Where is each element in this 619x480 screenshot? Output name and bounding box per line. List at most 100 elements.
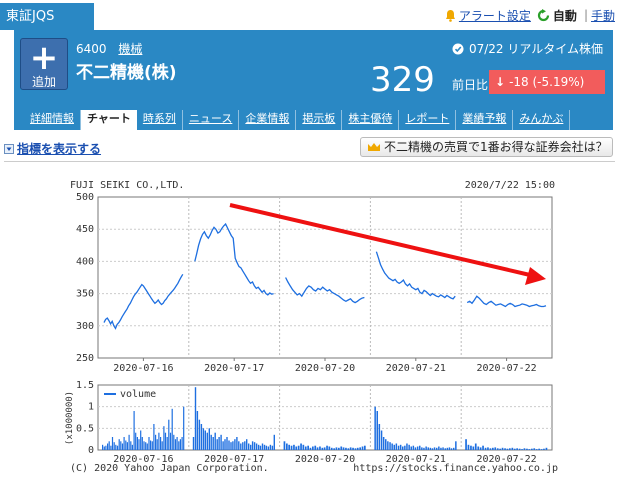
volume-bar bbox=[453, 447, 455, 450]
chart-svg: FUJI SEIKI CO.,LTD. 2020/7/22 15:00 250 3… bbox=[65, 180, 558, 474]
volume-bar bbox=[501, 447, 504, 450]
price-ytick-label: 400 bbox=[76, 256, 94, 267]
volume-bar bbox=[489, 448, 492, 450]
market-tab[interactable]: 東証JQS bbox=[0, 3, 94, 30]
volume-bar bbox=[257, 444, 260, 450]
price-ytick-label: 500 bbox=[76, 192, 94, 203]
volume-bar bbox=[389, 442, 391, 450]
volume-bar bbox=[349, 447, 352, 450]
volume-bar bbox=[312, 446, 314, 450]
industry-link[interactable]: 機械 bbox=[118, 42, 143, 56]
tab-8[interactable]: 業績予報 bbox=[456, 110, 514, 130]
volume-bar bbox=[330, 447, 333, 450]
volume-bar bbox=[427, 447, 429, 450]
show-indicators-link[interactable]: 指標を表示する bbox=[4, 140, 101, 157]
volume-xtick-label: 2020-07-20 bbox=[295, 454, 355, 465]
volume-bar bbox=[523, 448, 526, 450]
manual-refresh-link[interactable]: 手動 bbox=[590, 8, 615, 23]
volume-bar bbox=[433, 447, 436, 450]
volume-bar bbox=[248, 443, 250, 450]
volume-bar bbox=[166, 437, 168, 450]
price-xtick-label: 2020-07-16 bbox=[113, 363, 173, 374]
volume-bar bbox=[293, 444, 295, 450]
volume-bar bbox=[250, 444, 252, 450]
volume-bar bbox=[440, 447, 442, 450]
volume-bar bbox=[545, 447, 548, 450]
realtime-label: 07/22 リアルタイム株価 bbox=[452, 40, 603, 57]
volume-bar bbox=[376, 411, 378, 450]
volume-bar bbox=[410, 446, 412, 450]
alert-settings-link[interactable]: アラート設定 bbox=[458, 8, 531, 23]
volume-bar bbox=[412, 445, 415, 450]
volume-bar bbox=[218, 437, 220, 450]
stock-code-row: 6400 機械 bbox=[76, 40, 142, 57]
volume-bar bbox=[107, 443, 109, 450]
volume-bar bbox=[455, 441, 457, 450]
volume-bar bbox=[467, 444, 470, 450]
volume-bar bbox=[192, 437, 195, 450]
volume-bar bbox=[265, 445, 268, 450]
volume-ytick-label: 1.5 bbox=[76, 380, 94, 391]
tab-9[interactable]: みんかぶ bbox=[513, 110, 571, 130]
volume-bar bbox=[212, 437, 214, 450]
volume-bar bbox=[288, 444, 290, 450]
volume-bar bbox=[408, 444, 410, 450]
tab-0[interactable]: 詳細情報 bbox=[24, 110, 81, 130]
price-plot-frame bbox=[97, 196, 553, 359]
chart-timestamp: 2020/7/22 15:00 bbox=[465, 180, 555, 191]
volume-bar bbox=[429, 447, 432, 450]
volume-bar bbox=[251, 441, 254, 450]
price-line-2020-07-16 bbox=[103, 273, 184, 330]
volume-bar bbox=[470, 445, 472, 450]
current-price: 329 bbox=[370, 60, 435, 100]
refresh-icon[interactable] bbox=[537, 8, 550, 22]
tab-7[interactable]: レポート bbox=[399, 110, 457, 130]
volume-bar bbox=[496, 448, 499, 450]
tab-4[interactable]: 企業情報 bbox=[239, 110, 297, 130]
volume-bar bbox=[198, 419, 201, 450]
broker-promo-button[interactable]: 不二精機の売買で1番お得な証券会社は？ bbox=[360, 137, 613, 157]
auto-refresh-label[interactable]: 自動 bbox=[552, 8, 577, 23]
volume-bar bbox=[286, 443, 288, 450]
volume-bar bbox=[442, 447, 444, 450]
volume-bar bbox=[319, 446, 321, 450]
volume-bar bbox=[354, 448, 357, 450]
volume-bar bbox=[535, 449, 538, 450]
tab-3[interactable]: ニュース bbox=[183, 110, 240, 130]
volume-bar bbox=[234, 439, 236, 450]
volume-ytick-label: 0.5 bbox=[76, 423, 94, 434]
company-name: 不二精機(株) bbox=[76, 63, 177, 83]
volume-bar bbox=[155, 434, 157, 450]
volume-bar bbox=[131, 444, 133, 450]
volume-bar bbox=[526, 448, 528, 450]
volume-bar bbox=[314, 445, 317, 450]
volume-bar bbox=[393, 444, 395, 450]
volume-bar bbox=[121, 443, 124, 450]
tab-5[interactable]: 掲示板 bbox=[296, 110, 343, 130]
volume-bar bbox=[364, 445, 366, 450]
volume-bar bbox=[178, 441, 180, 450]
tab-6[interactable]: 株主優待 bbox=[342, 110, 400, 130]
volume-bar bbox=[316, 447, 319, 450]
volume-bar bbox=[240, 443, 242, 450]
volume-bar bbox=[484, 447, 487, 450]
volume-bar bbox=[425, 446, 427, 450]
triangle-down-icon bbox=[4, 143, 14, 154]
add-to-portfolio-button[interactable]: + 追加 bbox=[20, 38, 68, 90]
volume-xtick-label: 2020-07-21 bbox=[386, 454, 446, 465]
volume-bar bbox=[224, 439, 226, 450]
volume-bar bbox=[118, 439, 120, 450]
tab-1[interactable]: チャート bbox=[81, 110, 137, 130]
volume-bar bbox=[506, 448, 509, 450]
volume-bar bbox=[136, 437, 138, 450]
volume-bar bbox=[181, 437, 183, 450]
volume-bar bbox=[338, 447, 340, 450]
volume-bar bbox=[105, 445, 107, 450]
tab-2[interactable]: 時系列 bbox=[137, 110, 183, 130]
volume-plot-frame bbox=[97, 384, 553, 451]
volume-bar bbox=[309, 447, 312, 450]
volume-bar bbox=[151, 441, 153, 450]
volume-bar bbox=[273, 434, 275, 450]
volume-bar bbox=[283, 441, 286, 450]
volume-bar bbox=[153, 424, 155, 450]
